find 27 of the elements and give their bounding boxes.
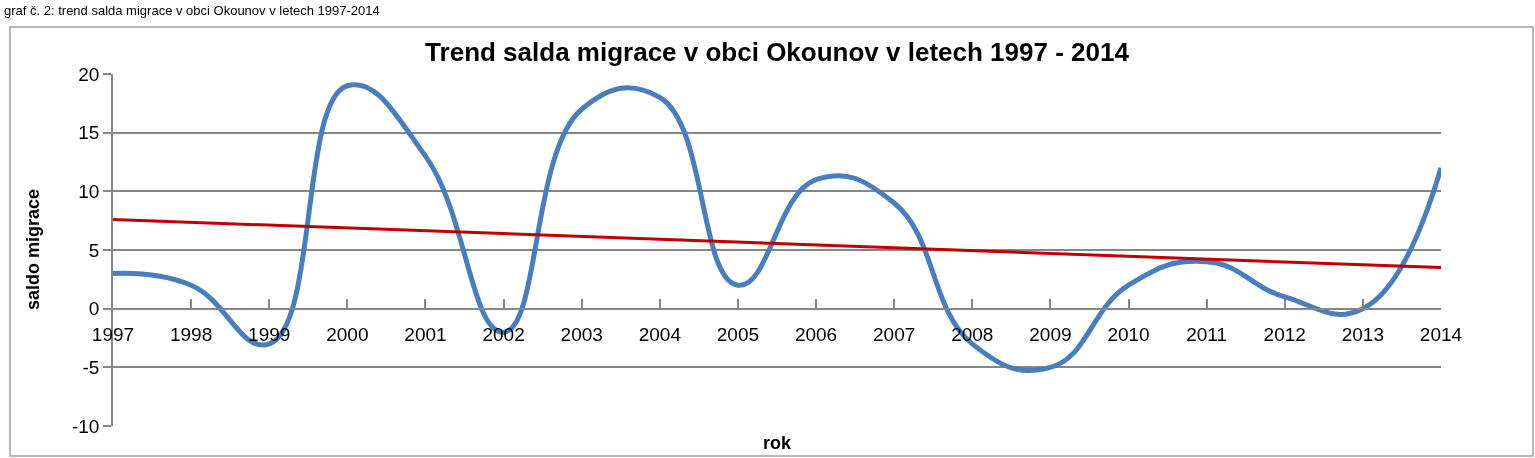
x-tick-label: 2013 [1341,324,1385,346]
chart-title: Trend salda migrace v obci Okounov v letech 1997 - 2014 [425,37,1130,68]
x-tick-label: 2009 [1029,324,1072,346]
x-tick-label: 2005 [716,324,760,346]
x-tick-label: 2011 [1186,324,1228,346]
y-tick-label: 10 [78,180,100,202]
y-tick-label: 5 [88,239,100,261]
y-tick-label: -10 [71,415,100,437]
x-axis-title: rok [763,433,792,453]
x-tick-label: 2000 [326,324,369,346]
y-axis-title: saldo migrace [23,188,43,310]
x-tick-label: 2012 [1263,324,1306,346]
x-tick-label: 1998 [169,324,213,346]
x-tick-label: 2002 [482,324,525,346]
text: graf č. 2: trend salda migrace v obci Okounov v letech 1997-2014 [4,3,380,18]
x-tick-label: 2007 [873,324,916,346]
y-tick-label: 15 [78,122,100,144]
x-tick-label: 2006 [794,324,838,346]
x-tick-label: 2014 [1419,324,1463,346]
y-tick-label: 20 [78,63,100,85]
x-tick-label: 2003 [560,324,603,346]
x-tick-label: 2010 [1107,324,1150,346]
x-tick-label: 2001 [404,324,447,346]
y-tick-label: -5 [82,356,100,378]
y-tick-label: 0 [88,298,100,320]
x-tick-label: 2004 [638,324,682,346]
x-tick-label: 1997 [91,324,135,346]
